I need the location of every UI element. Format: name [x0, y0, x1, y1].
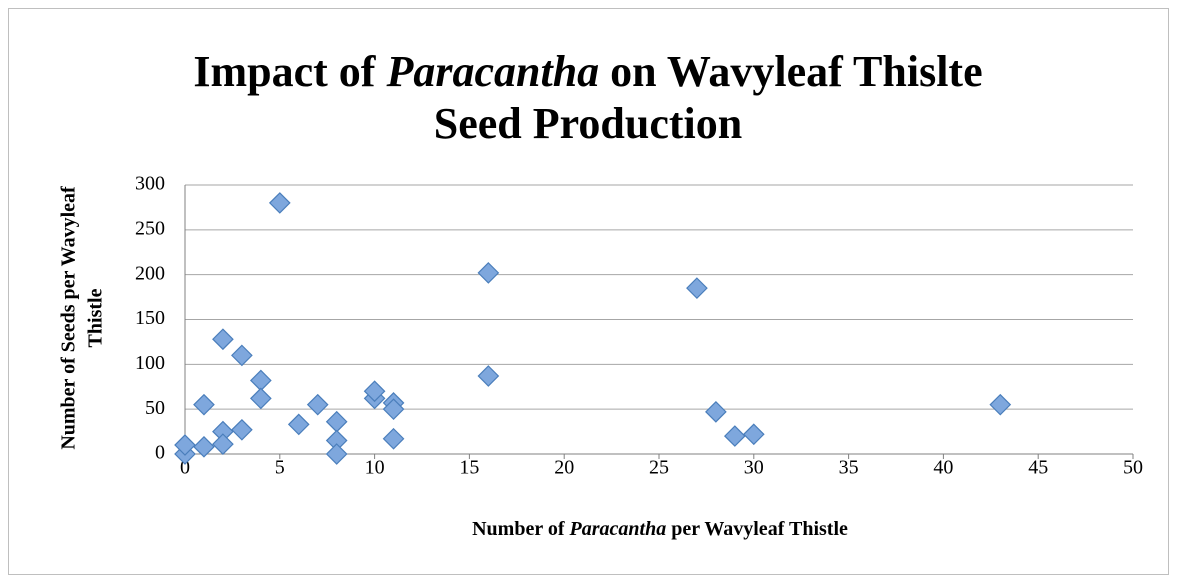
data-point [212, 328, 234, 351]
y-tick-label: 150 [135, 307, 165, 329]
y-tick-label: 250 [135, 217, 165, 239]
data-point [193, 435, 215, 458]
chart-title: Seed Production [434, 99, 742, 148]
y-tick-label: 50 [145, 397, 165, 419]
data-point [686, 277, 708, 299]
data-point [249, 387, 272, 410]
x-tick-label: 40 [933, 457, 953, 479]
data-point [231, 344, 253, 367]
x-tick-label: 0 [180, 457, 190, 479]
data-point [231, 418, 253, 441]
data-point [705, 401, 727, 423]
data-point [477, 365, 500, 387]
data-point [306, 393, 329, 416]
chart-title-run: Impact of [193, 47, 386, 96]
y-tick-label: 300 [135, 173, 165, 195]
x-tick-label: 5 [275, 457, 285, 479]
y-tick-label: 0 [155, 442, 165, 464]
data-point [382, 398, 405, 421]
x-tick-label: 10 [365, 457, 385, 479]
x-axis-label-run: per Wavyleaf Thistle [666, 518, 848, 540]
y-axis-label: Thistle [84, 288, 106, 347]
x-axis-label-run: Paracantha [569, 518, 667, 540]
y-axis-label: Number of Seeds per Wavyleaf [57, 186, 79, 450]
chart-frame [8, 8, 1169, 575]
data-point [212, 433, 234, 455]
y-tick-label: 200 [135, 262, 165, 284]
data-point [287, 413, 310, 436]
chart-title-run: Paracantha [385, 47, 599, 96]
y-axis-label-run: Number of Seeds per Wavyleaf [57, 186, 79, 450]
y-tick-label: 100 [135, 352, 165, 374]
data-point [268, 192, 291, 214]
data-point [174, 434, 196, 456]
x-tick-label: 30 [744, 457, 764, 479]
data-point [193, 393, 215, 416]
data-point [742, 423, 765, 446]
x-axis-label: Number of Paracantha per Wavyleaf Thistl… [472, 518, 848, 540]
chart-title-run: Seed Production [434, 99, 742, 148]
x-tick-label: 35 [839, 457, 859, 479]
data-point [477, 262, 500, 284]
data-point [382, 427, 405, 450]
data-point [325, 443, 348, 465]
x-tick-label: 20 [554, 457, 574, 479]
chart-title: Impact of Paracantha on Wavyleaf Thislte [193, 47, 982, 96]
x-tick-label: 50 [1123, 457, 1143, 479]
data-point [723, 425, 746, 447]
x-axis-label-run: Number of [472, 518, 569, 540]
data-point [363, 380, 386, 403]
data-point [989, 393, 1012, 416]
x-tick-label: 45 [1028, 457, 1048, 479]
y-axis-label-run: Thistle [84, 288, 106, 347]
x-tick-label: 15 [459, 457, 479, 479]
x-tick-label: 25 [649, 457, 669, 479]
chart-title-run: on Wavyleaf Thislte [599, 47, 982, 96]
